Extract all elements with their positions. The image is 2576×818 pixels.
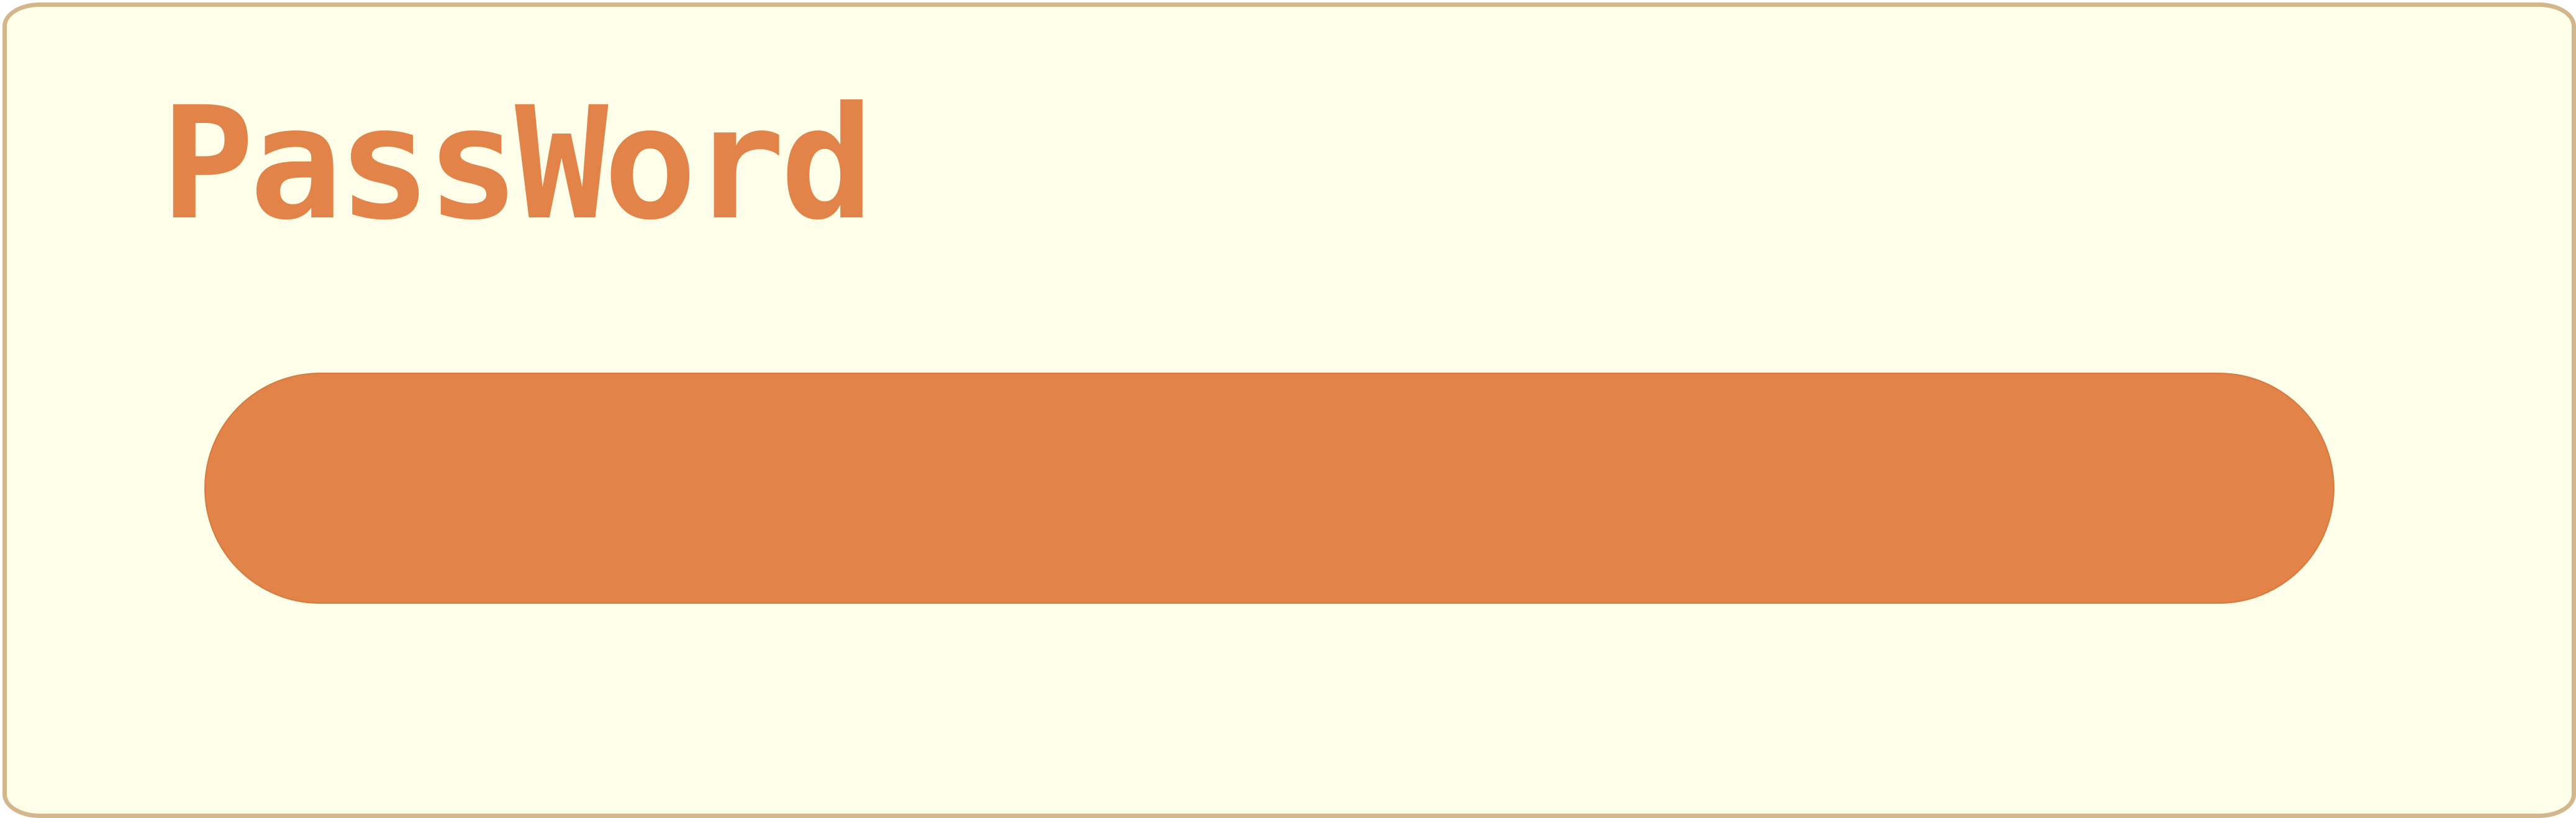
password-input[interactable] bbox=[204, 373, 2334, 604]
password-label: PassWord bbox=[161, 73, 874, 254]
